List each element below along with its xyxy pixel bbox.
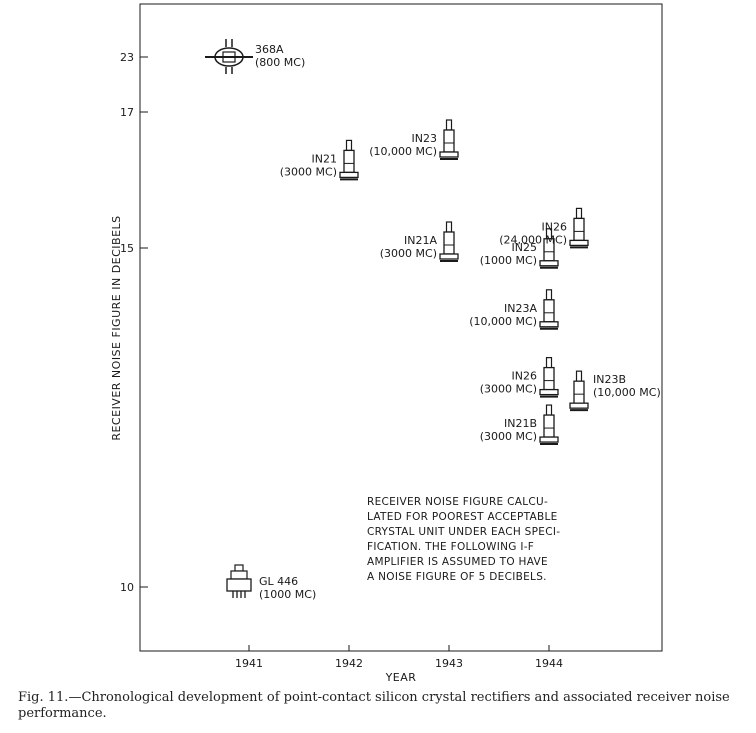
plot-frame	[139, 3, 663, 652]
data-point: IN26(3000 MC)	[480, 357, 559, 398]
point-label: IN23	[412, 132, 437, 145]
data-point: IN21(3000 MC)	[280, 139, 359, 181]
data-point: IN21B(3000 MC)	[480, 404, 559, 446]
point-sublabel: (1000 MC)	[480, 254, 537, 267]
data-point: IN23A(10,000 MC)	[469, 289, 559, 330]
point-label: IN23A	[504, 302, 537, 315]
data-point: IN25(1000 MC)	[480, 228, 559, 269]
point-sublabel: (1000 MC)	[259, 588, 316, 601]
y-tick-label: 15	[120, 242, 134, 255]
point-label: IN23B	[593, 373, 626, 386]
x-tick-label: 1943	[435, 657, 463, 670]
point-sublabel: (3000 MC)	[480, 430, 537, 443]
point-sublabel: (10,000 MC)	[469, 315, 537, 328]
point-sublabel: (800 MC)	[255, 56, 305, 69]
annotation-note: RECEIVER NOISE FIGURE CALCU- LATED FOR P…	[367, 496, 560, 583]
x-tick-label: 1942	[335, 657, 363, 670]
y-tick-label: 10	[120, 581, 134, 594]
y-tick-label: 23	[120, 51, 134, 64]
x-axis: 1941 1942 1943 1944	[235, 645, 563, 670]
point-label: GL 446	[259, 575, 298, 588]
point-label: 368A	[255, 43, 284, 56]
data-point: 368A(800 MC)	[205, 39, 305, 74]
data-point: IN21A(3000 MC)	[380, 221, 459, 262]
annotation-line: AMPLIFIER IS ASSUMED TO HAVE	[367, 556, 548, 568]
point-label: IN26	[542, 220, 567, 233]
point-label: IN21B	[504, 417, 537, 430]
point-sublabel: (3000 MC)	[280, 165, 337, 178]
point-label: IN26	[512, 370, 537, 383]
annotation-line: RECEIVER NOISE FIGURE CALCU-	[367, 496, 548, 508]
y-axis-title: RECEIVER NOISE FIGURE IN DECIBELS	[110, 215, 123, 440]
point-sublabel: (3000 MC)	[380, 247, 437, 260]
figure-caption: Fig. 11.—Chronological development of po…	[18, 690, 730, 721]
data-points: 368A(800 MC)IN21(3000 MC)IN23(10,000 MC)…	[205, 39, 661, 601]
annotation-line: CRYSTAL UNIT UNDER EACH SPECI-	[367, 526, 560, 538]
point-label: IN25	[512, 241, 537, 254]
annotation-line: FICATION. THE FOLLOWING I-F	[367, 541, 534, 553]
data-point: IN23(10,000 MC)	[369, 119, 459, 160]
point-sublabel: (24,000 MC)	[499, 233, 567, 246]
y-tick-label: 17	[120, 106, 134, 119]
point-sublabel: (3000 MC)	[480, 383, 537, 396]
point-sublabel: (10,000 MC)	[369, 145, 437, 158]
data-point: IN23B(10,000 MC)	[569, 370, 661, 412]
data-point: GL 446(1000 MC)	[226, 564, 316, 601]
x-tick-label: 1944	[535, 657, 563, 670]
x-tick-label: 1941	[235, 657, 263, 670]
x-axis-title: YEAR	[385, 671, 417, 684]
y-axis: 10 15 17 23	[120, 51, 148, 594]
data-point: IN26(24,000 MC)	[499, 207, 589, 249]
point-label: IN21	[312, 152, 337, 165]
point-sublabel: (10,000 MC)	[593, 386, 661, 399]
annotation-line: A NOISE FIGURE OF 5 DECIBELS.	[367, 571, 547, 583]
annotation-line: LATED FOR POOREST ACCEPTABLE	[367, 511, 558, 523]
point-label: IN21A	[404, 234, 437, 247]
